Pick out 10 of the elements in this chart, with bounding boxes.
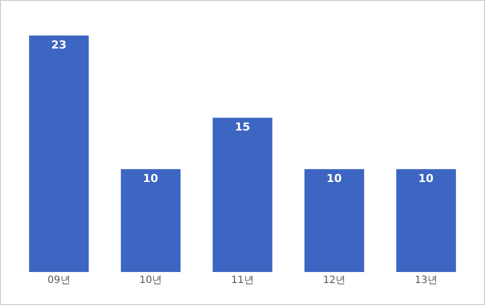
- x-tick-label: 13년: [414, 275, 438, 286]
- data-label: 23: [51, 38, 67, 52]
- data-label: 10: [326, 172, 342, 186]
- x-tick-label: 10년: [139, 275, 162, 286]
- data-label: 10: [142, 172, 159, 186]
- x-tick-label: 11년: [231, 275, 254, 286]
- data-label: 15: [234, 120, 250, 134]
- data-label: 10: [418, 172, 434, 186]
- x-tick-label: 09년: [48, 275, 70, 286]
- x-tick-label: 12년: [322, 275, 346, 286]
